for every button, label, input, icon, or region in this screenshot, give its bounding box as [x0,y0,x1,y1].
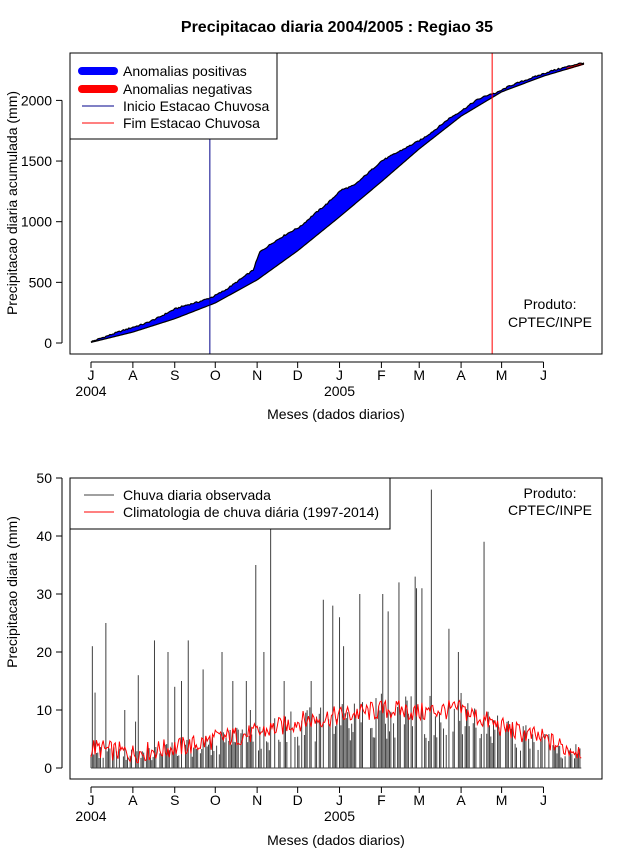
legend-box [69,477,391,530]
y-tick-label: 0 [44,335,52,351]
x-tick-label: J [88,792,95,808]
legend: Anomalias positivas Anomalias negativas … [69,52,278,140]
daily-bars [90,489,582,769]
x-tick-label: M [413,367,425,383]
product-source: CPTEC/INPE [508,314,592,330]
x-tick-label: A [456,792,466,808]
x-tick-label: A [128,367,138,383]
y-axis: 0 10 20 30 40 50 [36,470,63,776]
positive-anomaly-area [91,62,584,343]
y-tick-label: 1500 [21,153,52,169]
y-tick-label: 0 [44,760,52,776]
x-tick-label: F [377,792,386,808]
y-tick-label: 500 [29,274,53,290]
x-tick-label: F [377,367,386,383]
climatology-cumulative-line [90,63,585,343]
x-tick-label: M [496,367,508,383]
x-tick-label: O [210,367,221,383]
x-tick-label: M [496,792,508,808]
x-tick-label: D [293,367,303,383]
y-axis: 0 500 1000 1500 2000 [21,92,63,351]
x-tick-label: S [170,367,179,383]
chart-title: Precipitacao diaria 2004/2005 : Regiao 3… [181,19,493,36]
x-tick-label: O [210,792,221,808]
observed-cumulative-line [90,62,585,343]
x-tick-label: J [88,367,95,383]
x-tick-label: J [540,792,547,808]
y-axis-label: Precipitacao diaria (mm) [4,516,20,668]
legend-label-negative: Anomalias negativas [123,81,252,97]
legend-label-season-start: Inicio Estacao Chuvosa [123,98,270,114]
x-tick-label: J [336,367,343,383]
year-label: 2005 [324,808,355,824]
y-tick-label: 10 [36,702,52,718]
year-label: 2004 [75,808,106,824]
anomaly-areas [90,62,585,343]
x-axis-label: Meses (dados diarios) [267,832,405,848]
year-label: 2005 [324,383,355,399]
x-axis-label: Meses (dados diarios) [267,406,405,422]
x-tick-label: A [456,367,466,383]
y-tick-label: 2000 [21,92,52,108]
x-tick-label: M [413,792,425,808]
y-tick-label: 40 [36,528,52,544]
legend-label-season-end: Fim Estacao Chuvosa [123,115,260,131]
product-label: Produto: [524,296,577,312]
legend-label-climatology: Climatologia de chuva diária (1997-2014) [123,504,379,520]
x-tick-label: J [336,792,343,808]
y-tick-label: 30 [36,586,52,602]
x-tick-label: S [170,792,179,808]
y-axis-label: Precipitacao diaria acumulada (mm) [4,91,20,315]
x-tick-label: D [293,792,303,808]
x-tick-label: N [252,792,262,808]
legend: Chuva diaria observada Climatologia de c… [69,477,391,530]
product-source: CPTEC/INPE [508,502,592,518]
y-tick-label: 1000 [21,214,52,230]
x-tick-label: A [128,792,138,808]
climatology-line [90,699,582,764]
product-label: Produto: [524,485,577,501]
plot-frame [69,52,603,355]
y-tick-label: 20 [36,644,52,660]
legend-label-positive: Anomalias positivas [123,63,247,79]
legend-label-observed: Chuva diaria observada [123,487,271,503]
x-tick-label: J [540,367,547,383]
x-tick-label: N [252,367,262,383]
year-label: 2004 [75,383,106,399]
y-tick-label: 50 [36,470,52,486]
climatology-series [90,699,582,764]
